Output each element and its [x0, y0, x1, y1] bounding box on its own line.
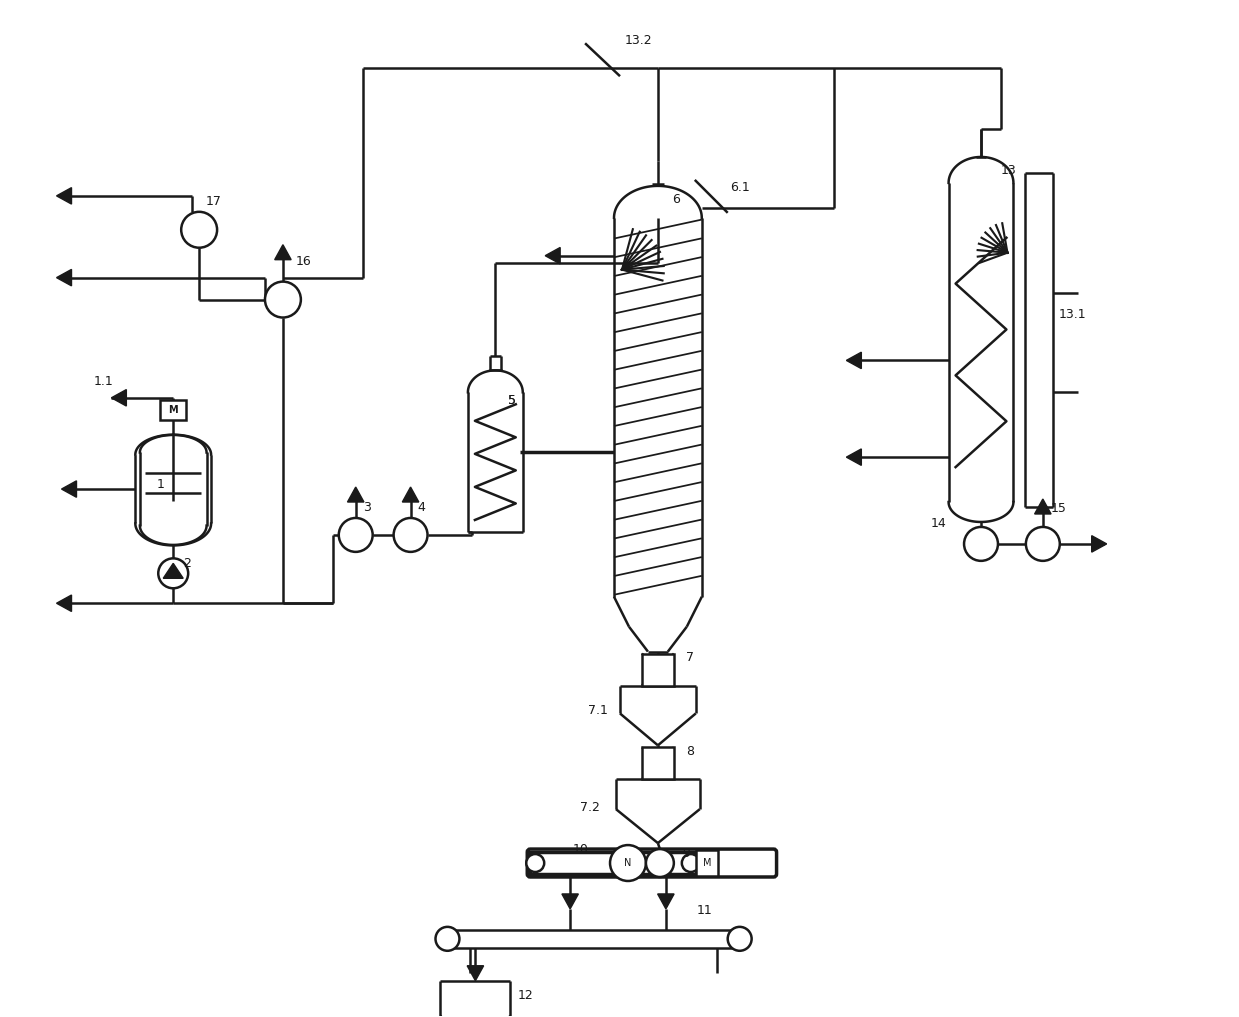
Text: 3: 3: [363, 500, 370, 514]
Text: 7.1: 7.1: [589, 704, 608, 717]
Polygon shape: [1092, 536, 1106, 552]
FancyBboxPatch shape: [528, 849, 777, 877]
Polygon shape: [467, 966, 483, 980]
Polygon shape: [846, 448, 861, 466]
Circle shape: [265, 282, 301, 317]
Text: 5: 5: [508, 394, 517, 407]
Circle shape: [681, 854, 700, 872]
Circle shape: [727, 926, 752, 951]
Polygon shape: [57, 595, 72, 611]
Circle shape: [1026, 527, 1059, 560]
Polygon shape: [658, 894, 674, 909]
Circle shape: [394, 518, 427, 552]
Polygon shape: [112, 390, 126, 406]
Circle shape: [610, 845, 646, 881]
Polygon shape: [1035, 499, 1051, 514]
Text: 16: 16: [296, 255, 312, 268]
Polygon shape: [563, 894, 579, 909]
Text: 15: 15: [1051, 501, 1067, 515]
Circle shape: [435, 926, 460, 951]
Polygon shape: [57, 270, 72, 286]
Bar: [642, 747, 674, 779]
Bar: [642, 654, 674, 685]
Text: M: M: [169, 405, 178, 415]
Text: 6: 6: [672, 193, 680, 206]
Polygon shape: [846, 352, 861, 368]
Text: 11: 11: [696, 904, 712, 917]
Bar: [160, 400, 186, 420]
Text: 4: 4: [418, 500, 425, 514]
Text: 7.2: 7.2: [580, 800, 600, 814]
Text: 13: 13: [1001, 165, 1017, 177]
Circle shape: [338, 518, 373, 552]
Bar: [696, 850, 717, 876]
Text: 5: 5: [508, 394, 517, 407]
Bar: [447, 930, 740, 948]
Polygon shape: [347, 487, 364, 502]
Text: N: N: [624, 858, 632, 869]
Polygon shape: [62, 481, 77, 497]
Text: 10: 10: [574, 842, 589, 855]
Polygon shape: [275, 245, 291, 259]
Text: 13.2: 13.2: [624, 34, 653, 47]
Circle shape: [646, 849, 674, 877]
Text: M: M: [703, 858, 711, 869]
Circle shape: [181, 212, 217, 248]
Polygon shape: [403, 487, 419, 502]
Text: 12: 12: [517, 990, 533, 1002]
Text: 6.1: 6.1: [730, 181, 750, 194]
Text: 14: 14: [932, 518, 947, 531]
Circle shape: [527, 854, 544, 872]
Text: 9: 9: [681, 846, 690, 859]
Bar: [530, 852, 696, 874]
Text: 13.1: 13.1: [1058, 308, 1085, 321]
Text: 8: 8: [686, 744, 694, 758]
Polygon shape: [545, 247, 560, 264]
Text: 7: 7: [686, 651, 694, 664]
Polygon shape: [164, 563, 183, 579]
Text: 1.1: 1.1: [93, 375, 113, 388]
Text: 1: 1: [156, 478, 164, 490]
Polygon shape: [57, 187, 72, 204]
Text: 2: 2: [183, 557, 191, 570]
Circle shape: [964, 527, 997, 560]
Text: 17: 17: [206, 195, 222, 208]
Circle shape: [159, 558, 188, 588]
